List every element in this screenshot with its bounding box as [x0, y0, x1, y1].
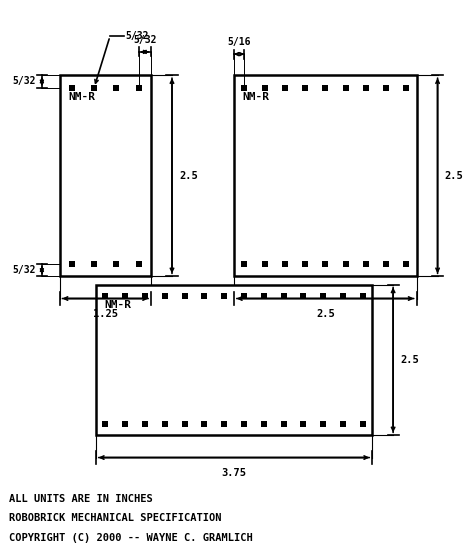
Text: 5/32: 5/32 [133, 35, 157, 45]
Text: ALL UNITS ARE IN INCHES: ALL UNITS ARE IN INCHES [9, 494, 153, 504]
Text: ROBOBRICK MECHANICAL SPECIFICATION: ROBOBRICK MECHANICAL SPECIFICATION [9, 513, 222, 523]
Text: 5/32: 5/32 [13, 265, 37, 275]
Bar [60, 75, 151, 276]
Bar [234, 75, 417, 276]
Text: 2.5: 2.5 [400, 355, 419, 365]
Text: 2.5: 2.5 [316, 309, 335, 319]
Text: 1.25: 1.25 [93, 309, 118, 319]
Text: 5/32: 5/32 [125, 31, 149, 41]
Text: 5/32: 5/32 [13, 76, 37, 86]
Text: 2.5: 2.5 [179, 171, 198, 181]
Text: NM-R: NM-R [68, 92, 95, 102]
Text: 5/16: 5/16 [227, 37, 251, 47]
Text: COPYRIGHT (C) 2000 -- WAYNE C. GRAMLICH: COPYRIGHT (C) 2000 -- WAYNE C. GRAMLICH [9, 533, 253, 543]
Bar [96, 285, 372, 435]
Text: NM-R: NM-R [104, 300, 132, 310]
Text: 3.75: 3.75 [221, 468, 247, 478]
Text: 2.5: 2.5 [445, 171, 463, 181]
Text: NM-R: NM-R [242, 92, 270, 102]
